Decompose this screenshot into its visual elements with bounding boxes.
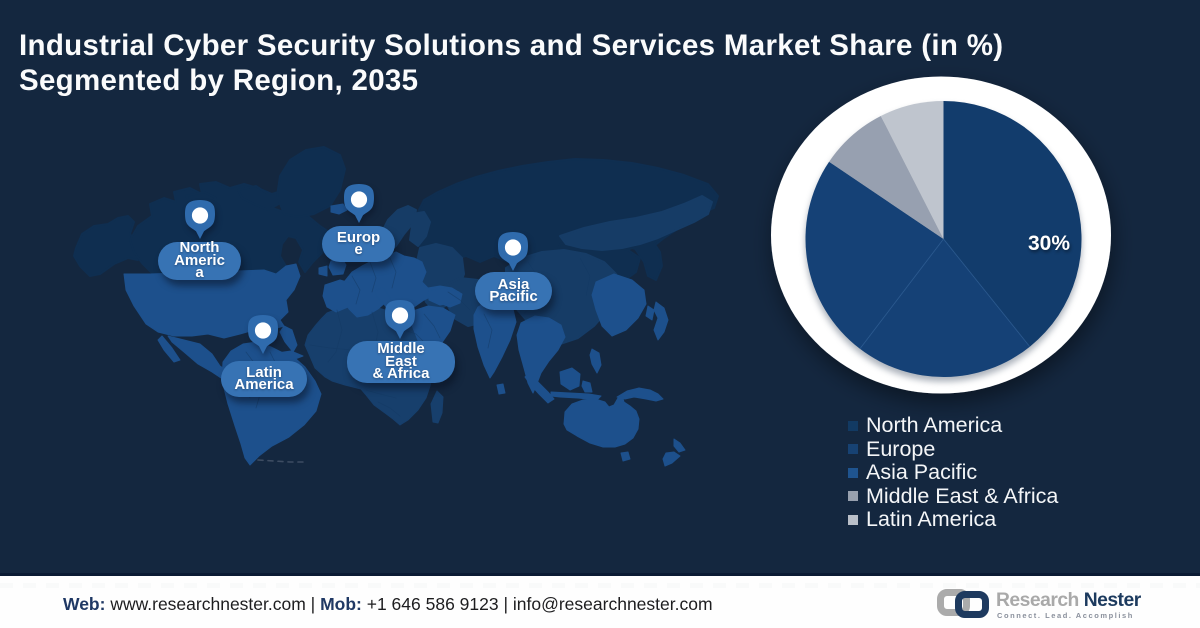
svg-text:Connect. Lead. Accomplish: Connect. Lead. Accomplish [997, 611, 1134, 620]
svg-text:Research Nester: Research Nester [996, 590, 1142, 611]
svg-text:30%: 30% [1028, 232, 1070, 255]
